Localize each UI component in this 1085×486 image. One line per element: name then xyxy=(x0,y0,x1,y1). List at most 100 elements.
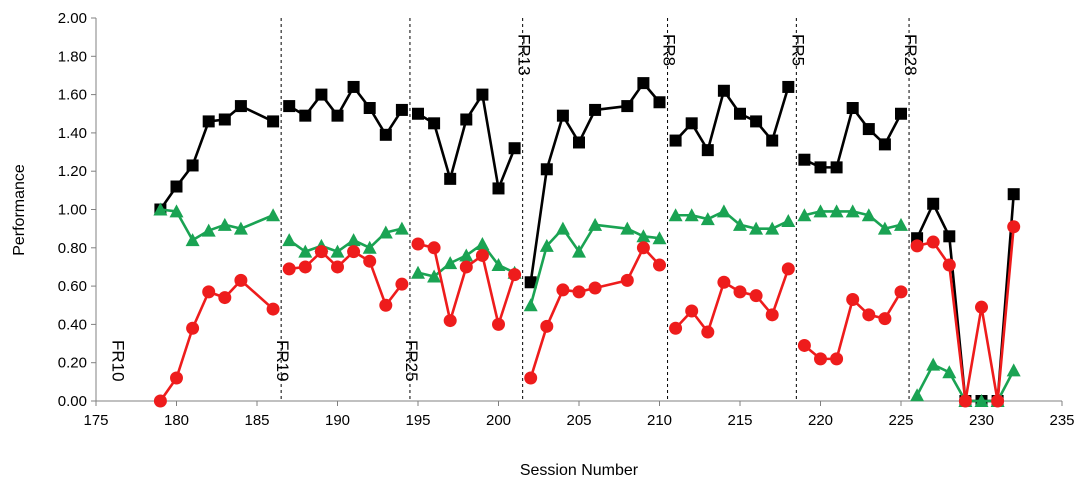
data-point-circle xyxy=(942,258,956,272)
x-tick-label: 225 xyxy=(888,412,913,429)
x-tick-label: 195 xyxy=(405,412,430,429)
series-line xyxy=(916,226,1015,403)
data-point-square xyxy=(267,115,280,128)
data-point-square xyxy=(186,159,199,172)
data-point-circle xyxy=(765,308,779,322)
y-tick-label: 1.40 xyxy=(58,125,87,142)
y-tick-label: 1.60 xyxy=(58,87,87,104)
data-point-triangle xyxy=(636,229,651,243)
y-tick-label: 2.00 xyxy=(58,10,87,27)
phase-label-fr25: FR25 xyxy=(402,340,421,382)
data-point-square xyxy=(766,134,779,147)
phase-label-fr19: FR19 xyxy=(273,340,292,382)
data-point-circle xyxy=(282,262,296,276)
data-point-square xyxy=(653,96,666,109)
data-point-square xyxy=(428,117,441,130)
y-axis-ticks: 0.00 0.20 0.40 0.60 0.80 1.00 1.20 1.40 1.60 1.80… xyxy=(58,10,96,410)
data-point-circle xyxy=(653,258,666,272)
data-point-triangle xyxy=(169,204,184,218)
y-tick-label: 0.40 xyxy=(58,316,87,333)
data-point-circle xyxy=(411,237,425,251)
data-point-triangle xyxy=(781,213,796,227)
data-point-triangle xyxy=(1006,363,1021,377)
phase-label-fr10: FR10 xyxy=(108,340,127,382)
data-point-circle xyxy=(781,262,795,276)
data-point-square xyxy=(798,153,811,166)
data-point-triangle xyxy=(282,233,297,247)
data-point-triangle xyxy=(829,204,844,218)
y-tick-label: 1.20 xyxy=(58,163,87,180)
data-point-square xyxy=(202,115,215,128)
data-point-triangle xyxy=(394,221,409,235)
data-point-circle xyxy=(1007,220,1021,234)
data-point-circle xyxy=(218,291,232,305)
data-point-square xyxy=(589,103,602,116)
data-point-square xyxy=(846,102,859,115)
data-point-circle xyxy=(797,338,811,352)
data-point-square xyxy=(283,100,296,113)
data-point-triangle xyxy=(700,212,715,226)
x-tick-label: 180 xyxy=(164,412,189,429)
data-point-square xyxy=(878,138,891,151)
data-point-square xyxy=(782,80,795,93)
data-point-triangle xyxy=(668,208,683,222)
phase-label-fr8: FR8 xyxy=(660,34,679,66)
data-point-circle xyxy=(427,241,441,255)
data-point-triangle xyxy=(813,204,828,218)
data-point-circle xyxy=(958,394,972,408)
x-axis-title: Session Number xyxy=(520,462,639,479)
data-point-square xyxy=(524,276,537,289)
data-point-square xyxy=(701,144,714,157)
data-point-circle xyxy=(878,312,892,326)
data-point-square xyxy=(895,107,907,120)
x-axis-ticks: 175 180 185 190 195 200 205 210 215 220 225 230 235 xyxy=(83,401,1075,429)
data-point-square xyxy=(444,172,457,185)
data-point-triangle xyxy=(411,265,425,279)
data-point-square xyxy=(685,117,698,130)
x-tick-label: 220 xyxy=(808,412,833,429)
data-point-triangle xyxy=(942,365,957,379)
data-point-circle xyxy=(894,285,908,299)
x-tick-label: 190 xyxy=(325,412,350,429)
data-point-triangle xyxy=(233,221,248,235)
data-point-circle xyxy=(749,289,763,303)
data-point-triangle xyxy=(217,217,232,231)
x-tick-label: 210 xyxy=(647,412,672,429)
y-tick-label: 0.00 xyxy=(58,393,87,410)
data-point-triangle xyxy=(877,221,892,235)
x-tick-label: 230 xyxy=(969,412,994,429)
data-point-circle xyxy=(314,245,328,259)
data-point-square xyxy=(379,128,392,141)
data-point-triangle xyxy=(555,221,570,235)
data-point-circle xyxy=(170,371,183,385)
data-point-square xyxy=(347,80,360,93)
data-point-circle xyxy=(186,321,200,335)
data-point-circle xyxy=(830,352,844,366)
data-point-circle xyxy=(975,300,988,314)
data-point-circle xyxy=(556,283,570,297)
series-square xyxy=(154,77,1020,407)
data-point-circle xyxy=(298,260,312,274)
data-point-circle xyxy=(572,285,586,299)
data-point-triangle xyxy=(684,208,699,222)
data-point-circle xyxy=(685,304,699,318)
data-point-circle xyxy=(363,254,377,268)
data-point-circle xyxy=(524,371,538,385)
data-point-square xyxy=(830,161,843,174)
data-point-square xyxy=(814,161,827,174)
data-point-square xyxy=(363,102,376,115)
x-tick-label: 200 xyxy=(486,412,511,429)
y-tick-label: 0.80 xyxy=(58,240,87,257)
data-point-triangle xyxy=(539,238,554,252)
data-point-circle xyxy=(588,281,602,295)
series-layer xyxy=(153,77,1021,408)
data-point-triangle xyxy=(749,221,764,235)
data-point-circle xyxy=(701,325,715,339)
data-point-triangle xyxy=(266,208,281,222)
data-point-triangle xyxy=(620,221,635,235)
data-point-triangle xyxy=(523,298,538,312)
y-tick-label: 1.00 xyxy=(58,202,87,219)
x-tick-label: 205 xyxy=(566,412,591,429)
data-point-triangle xyxy=(845,204,860,218)
